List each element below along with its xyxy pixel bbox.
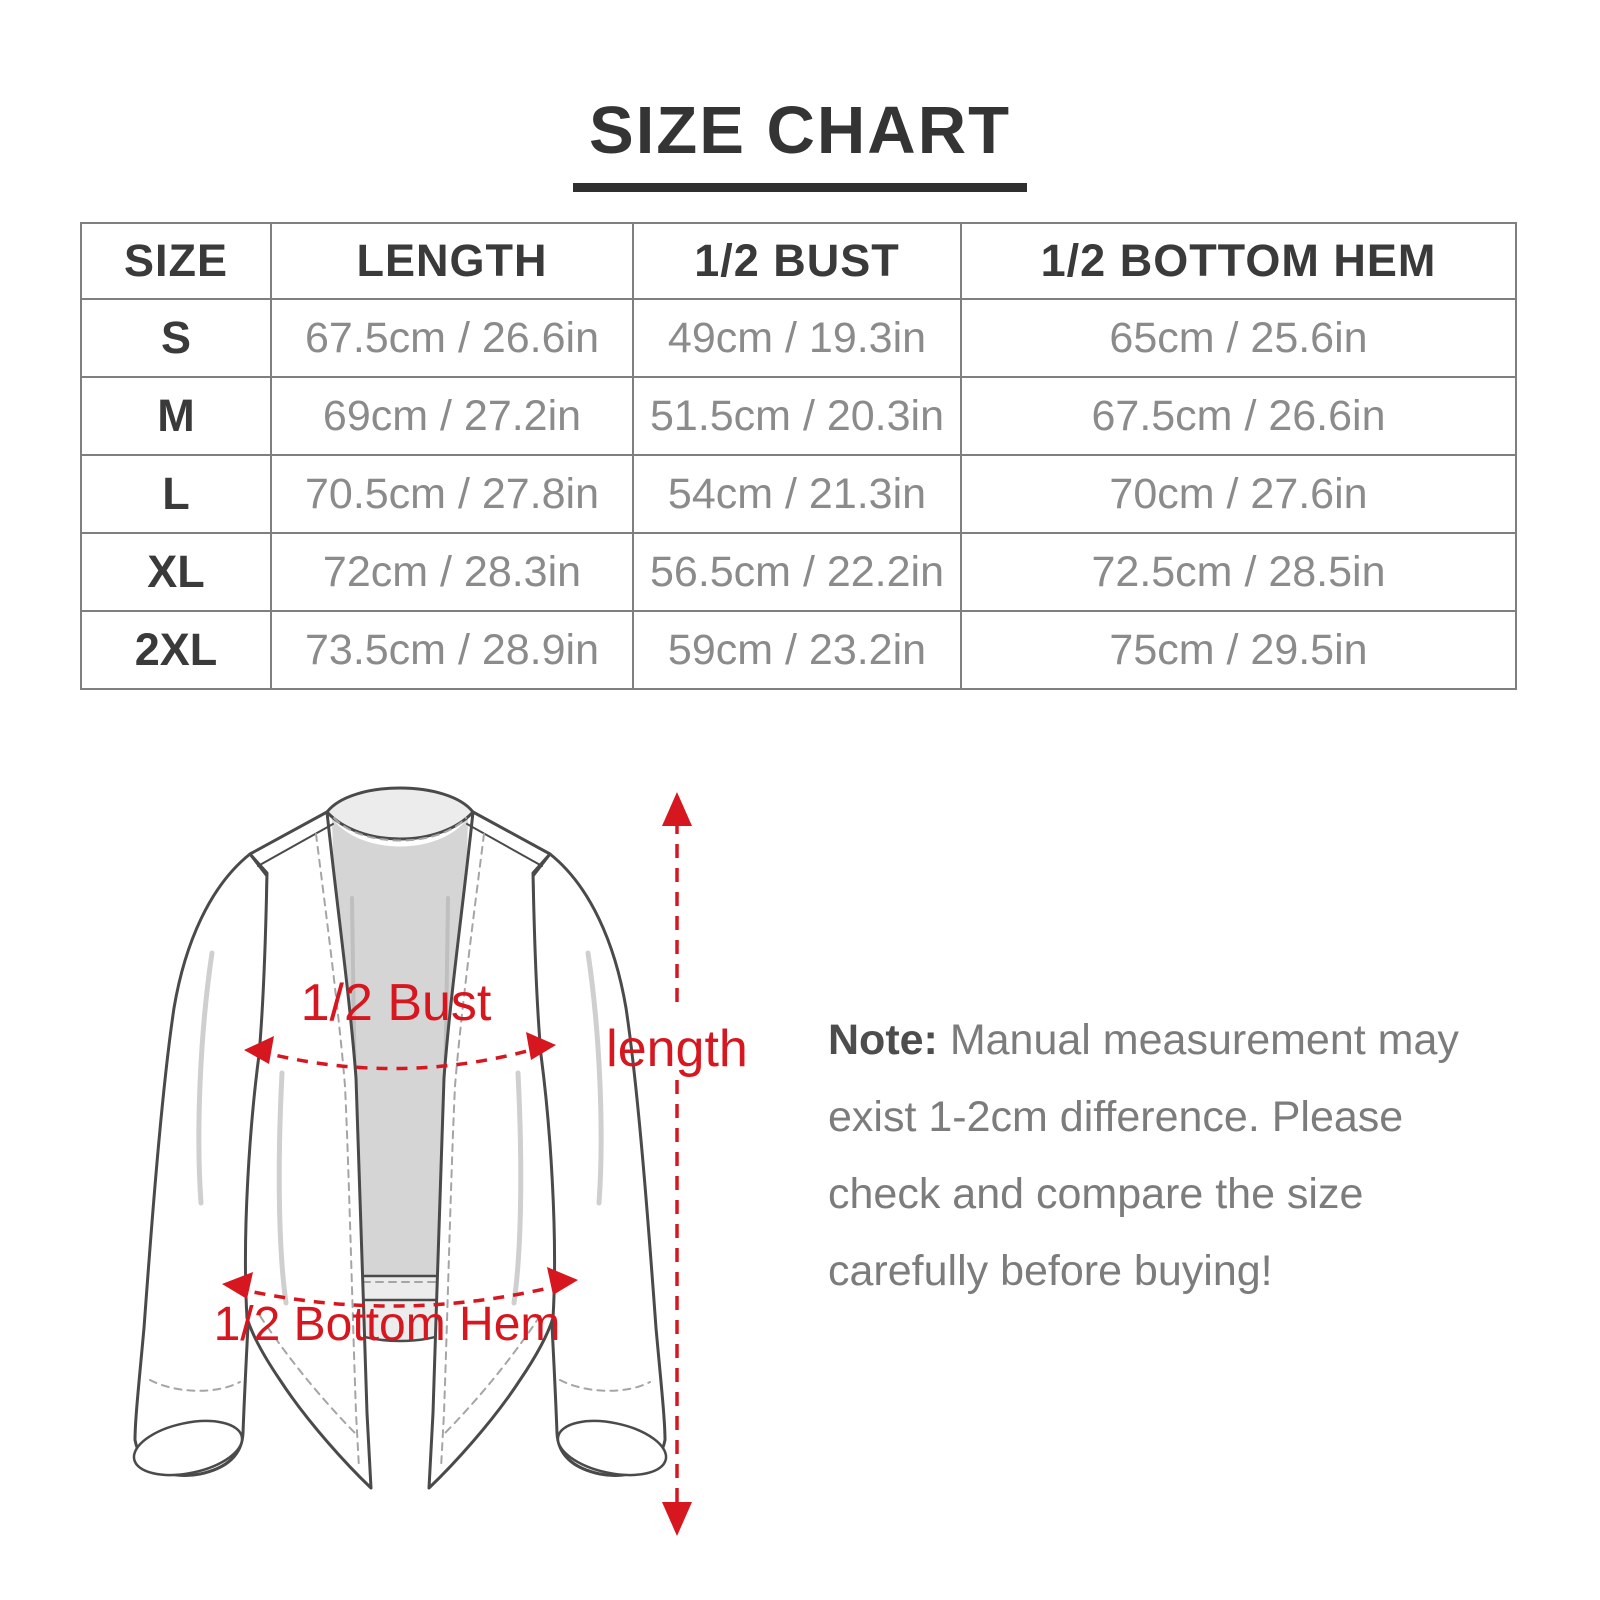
measurement-annotations: 1/2 Bust 1/2 Bottom Hem length xyxy=(214,792,748,1536)
bust-arrow-left-icon xyxy=(244,1036,274,1064)
size-cell: S xyxy=(80,298,272,378)
col-header-length: LENGTH xyxy=(270,222,634,300)
bust-cell: 51.5cm / 20.3in xyxy=(632,376,962,456)
length-label: length xyxy=(606,1020,748,1078)
table-row: L 70.5cm / 27.8in 54cm / 21.3in 70cm / 2… xyxy=(80,454,1517,534)
right-cuff-seam xyxy=(559,1379,651,1392)
size-cell: M xyxy=(80,376,272,456)
col-header-bust: 1/2 BUST xyxy=(632,222,962,300)
shade-right-body xyxy=(511,1070,524,1306)
length-arrow-up-icon xyxy=(662,792,692,826)
length-cell: 69cm / 27.2in xyxy=(270,376,634,456)
note-line: carefully before buying! xyxy=(828,1247,1273,1295)
hem-arrow-right-icon xyxy=(547,1267,578,1295)
bust-cell: 54cm / 21.3in xyxy=(632,454,962,534)
col-header-hem: 1/2 BOTTOM HEM xyxy=(960,222,1517,300)
hem-arrow-line xyxy=(234,1282,566,1308)
bust-arrow-right-icon xyxy=(526,1032,556,1060)
note-label: Note: xyxy=(828,1016,938,1064)
shade-left-body xyxy=(276,1070,289,1306)
hem-cell: 75cm / 29.5in xyxy=(960,610,1517,690)
size-table: SIZE LENGTH 1/2 BUST 1/2 BOTTOM HEM S 67… xyxy=(80,222,1517,690)
table-row: XL 72cm / 28.3in 56.5cm / 22.2in 72.5cm … xyxy=(80,532,1517,612)
title-wrap: SIZE CHART xyxy=(0,92,1600,192)
hem-arrow-left-icon xyxy=(222,1272,253,1299)
hem-cell: 70cm / 27.6in xyxy=(960,454,1517,534)
hem-cell: 72.5cm / 28.5in xyxy=(960,532,1517,612)
bust-cell: 59cm / 23.2in xyxy=(632,610,962,690)
hem-cell: 67.5cm / 26.6in xyxy=(960,376,1517,456)
length-arrow-down-icon xyxy=(662,1502,692,1536)
length-cell: 67.5cm / 26.6in xyxy=(270,298,634,378)
right-hem-dash xyxy=(441,1315,541,1437)
right-cuff xyxy=(556,1419,668,1477)
left-cuff xyxy=(132,1419,244,1477)
size-cell: 2XL xyxy=(80,610,272,690)
length-cell: 70.5cm / 27.8in xyxy=(270,454,634,534)
table-row: M 69cm / 27.2in 51.5cm / 20.3in 67.5cm /… xyxy=(80,376,1517,456)
right-front-seam xyxy=(440,833,485,1469)
size-cell: L xyxy=(80,454,272,534)
hem-cell: 65cm / 25.6in xyxy=(960,298,1517,378)
note-text: Manual measurement may xyxy=(949,1016,1459,1064)
table-row: 2XL 73.5cm / 28.9in 59cm / 23.2in 75cm /… xyxy=(80,610,1517,690)
length-cell: 73.5cm / 28.9in xyxy=(270,610,634,690)
size-cell: XL xyxy=(80,532,272,612)
garment-measurement-diagram: 1/2 Bust 1/2 Bottom Hem length xyxy=(132,786,748,1536)
bust-arrow-line xyxy=(257,1045,543,1071)
left-lapel-line xyxy=(257,823,334,867)
shade-left-sleeve xyxy=(196,950,215,1206)
back-panel xyxy=(332,818,468,1276)
table-row: S 67.5cm / 26.6in 49cm / 19.3in 65cm / 2… xyxy=(80,298,1517,378)
bottom-hem-label: 1/2 Bottom Hem xyxy=(214,1298,561,1351)
left-front-seam xyxy=(315,833,360,1469)
bust-label: 1/2 Bust xyxy=(301,974,492,1032)
left-cuff-seam xyxy=(149,1379,241,1392)
note-line: check and compare the size xyxy=(828,1170,1364,1218)
col-header-size: SIZE xyxy=(80,222,272,300)
cardigan-drawing xyxy=(132,786,668,1490)
right-lapel-line xyxy=(466,823,543,867)
collar-band xyxy=(325,786,475,841)
note-line: Note: Manual measurement may xyxy=(828,1002,1468,1079)
page-title: SIZE CHART xyxy=(573,92,1027,192)
length-cell: 72cm / 28.3in xyxy=(270,532,634,612)
left-hem-dash xyxy=(259,1315,359,1437)
bust-cell: 56.5cm / 22.2in xyxy=(632,532,962,612)
shade-right-sleeve xyxy=(585,950,604,1206)
bust-cell: 49cm / 19.3in xyxy=(632,298,962,378)
table-header-row: SIZE LENGTH 1/2 BUST 1/2 BOTTOM HEM xyxy=(80,222,1517,300)
note-line: exist 1-2cm difference. Please xyxy=(828,1093,1404,1141)
collar-inner-dash xyxy=(333,817,467,842)
note-block: Note: Manual measurement may exist 1-2cm… xyxy=(828,1002,1468,1310)
